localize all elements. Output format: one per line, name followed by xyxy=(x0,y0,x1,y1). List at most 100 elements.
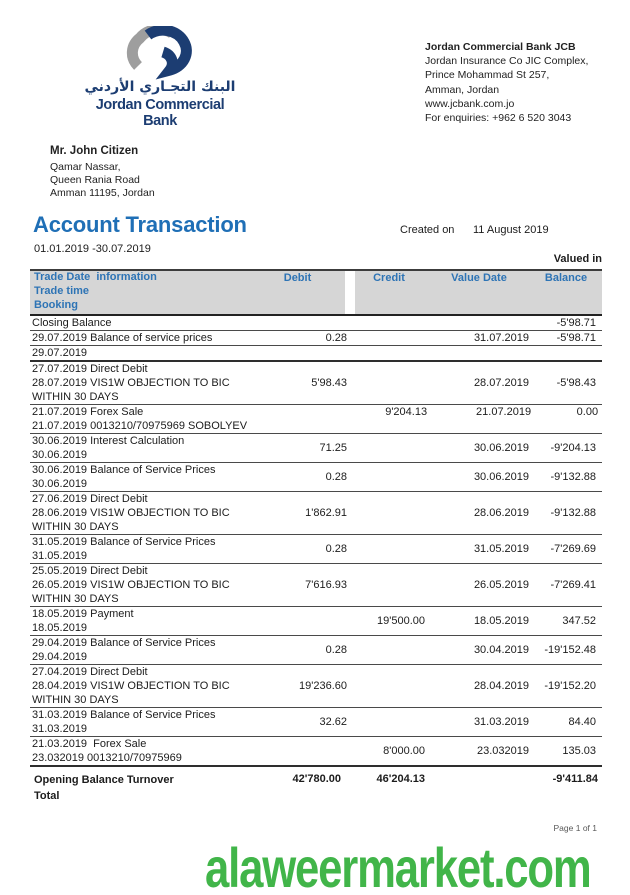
customer-address-line: Qamar Nassar, xyxy=(50,161,121,173)
transaction-value-date: 30.06.2019 xyxy=(473,471,529,483)
transaction-info: Closing Balance xyxy=(32,317,112,329)
header-background-left xyxy=(30,271,345,314)
transaction-debit: 71.25 xyxy=(319,442,347,454)
transaction-credit xyxy=(350,535,428,563)
bank-address-block: Jordan Commercial Bank JCB Jordan Insura… xyxy=(425,40,588,125)
transaction-debit: 0.28 xyxy=(325,332,347,344)
transaction-credit xyxy=(350,434,428,462)
transaction-credit xyxy=(350,362,428,404)
transaction-credit xyxy=(350,316,428,330)
transaction-value-date: 30.04.2019 xyxy=(473,644,529,656)
transaction-credit xyxy=(350,708,428,736)
column-header-value-date: Value Date xyxy=(451,272,507,284)
column-header-info: Trade Date information Trade time Bookin… xyxy=(34,271,157,311)
transaction-debit: 1'862.91 xyxy=(305,507,347,519)
statement-date-range: 01.01.2019 -30.07.2019 xyxy=(34,243,151,255)
totals-row: Opening Balance Turnover Total 42'780.00… xyxy=(30,773,602,804)
table-row: 21.07.2019 Forex Sale 21.07.2019 0013210/… xyxy=(30,405,602,434)
transaction-balance: -9'132.88 xyxy=(550,507,596,519)
transaction-debit xyxy=(245,737,350,765)
bank-address-line: Jordan Insurance Co JIC Complex, xyxy=(425,55,589,68)
transaction-info: 27.07.2019 Direct Debit 28.07.2019 VIS1W … xyxy=(32,363,230,403)
transaction-balance: -5'98.43 xyxy=(556,377,596,389)
totals-value-date xyxy=(428,773,530,804)
column-header-credit: Credit xyxy=(373,272,405,284)
table-header: Trade Date information Trade time Bookin… xyxy=(30,269,602,316)
transaction-value-date: 31.07.2019 xyxy=(473,332,529,344)
customer-address-line: Queen Rania Road xyxy=(50,174,140,186)
table-row: 27.04.2019 Direct Debit 28.04.2019 VIS1W … xyxy=(30,665,602,708)
table-row: Closing Balance -5'98.71 xyxy=(30,316,602,331)
transaction-debit: 7'616.93 xyxy=(305,579,347,591)
table-row: 27.07.2019 Direct Debit 28.07.2019 VIS1W … xyxy=(30,362,602,405)
bank-name: Jordan Commercial Bank JCB xyxy=(425,41,576,53)
transaction-balance: -7'269.41 xyxy=(550,579,596,591)
transaction-debit: 19'236.60 xyxy=(299,680,347,692)
table-row: 31.03.2019 Balance of Service Prices 31.0… xyxy=(30,708,602,737)
transaction-debit: 0.28 xyxy=(325,644,347,656)
transaction-info: 29.07.2019 xyxy=(32,347,88,359)
valued-in-label: Valued in xyxy=(553,253,602,265)
transaction-balance: 135.03 xyxy=(562,745,596,757)
totals-debit: 42'780.00 xyxy=(292,773,342,785)
column-header-debit: Debit xyxy=(283,272,312,284)
transaction-value-date: 23.032019 xyxy=(477,745,529,757)
transaction-debit: 0.28 xyxy=(325,543,347,555)
customer-address-line: Amman 11195, Jordan xyxy=(50,187,155,199)
transaction-info: 30.06.2019 Interest Calculation 30.06.201… xyxy=(32,435,185,461)
transaction-value-date: 28.04.2019 xyxy=(473,680,529,692)
transaction-credit xyxy=(350,331,428,345)
page-indicator: Page 1 of 1 xyxy=(553,823,597,833)
header-background-right xyxy=(355,271,602,314)
totals-credit: 46'204.13 xyxy=(376,773,426,785)
bank-logo-arabic-text: البنك التجـاري الأردني xyxy=(84,79,236,95)
table-row: 31.05.2019 Balance of Service Prices 31.0… xyxy=(30,535,602,564)
transactions-table: Trade Date information Trade time Bookin… xyxy=(30,269,602,804)
bank-website: www.jcbank.com.jo xyxy=(425,97,515,110)
transaction-credit xyxy=(350,564,428,606)
transaction-info: 21.03.2019 Forex Sale 23.032019 0013210/7… xyxy=(32,738,182,764)
watermark-text: alaweermarket.com xyxy=(205,836,592,895)
bank-address-line: Amman, Jordan xyxy=(425,83,500,96)
transaction-balance: 84.40 xyxy=(568,716,596,728)
transaction-info: 18.05.2019 Payment 18.05.2019 xyxy=(32,608,134,634)
transaction-balance: -5'98.71 xyxy=(556,332,596,344)
transaction-info: 27.04.2019 Direct Debit 28.04.2019 VIS1W … xyxy=(32,666,230,706)
transaction-balance: -19'152.48 xyxy=(544,644,596,656)
table-row: 29.04.2019 Balance of Service Prices 29.0… xyxy=(30,636,602,665)
table-row: 27.06.2019 Direct Debit 28.06.2019 VIS1W … xyxy=(30,492,602,535)
created-on-date: 11 August 2019 xyxy=(473,224,549,236)
bank-enquiries: For enquiries: +962 6 520 3043 xyxy=(425,112,572,125)
table-rows: Closing Balance -5'98.71 29.07.2019 Balanc… xyxy=(30,316,602,767)
page-title: Account Transaction xyxy=(33,212,247,237)
transaction-value-date: 28.06.2019 xyxy=(473,507,529,519)
transaction-value-date: 26.05.2019 xyxy=(473,579,529,591)
transaction-info: 27.06.2019 Direct Debit 28.06.2019 VIS1W … xyxy=(32,493,230,533)
transaction-debit xyxy=(245,316,350,330)
table-row: 21.03.2019 Forex Sale 23.032019 0013210/7… xyxy=(30,737,602,767)
bank-address-line: Prince Mohammad St 257, xyxy=(425,69,550,82)
transaction-balance: 347.52 xyxy=(562,615,596,627)
transaction-credit: 8'000.00 xyxy=(383,745,425,757)
transaction-debit: 32.62 xyxy=(319,716,347,728)
transaction-value-date: 18.05.2019 xyxy=(473,615,529,627)
transaction-credit xyxy=(350,492,428,534)
transaction-credit xyxy=(350,346,428,360)
totals-balance: -9'411.84 xyxy=(552,773,598,785)
transaction-balance: -9'132.88 xyxy=(550,471,596,483)
transaction-debit: 0.28 xyxy=(325,471,347,483)
table-row: 30.06.2019 Interest Calculation 30.06.201… xyxy=(30,434,602,463)
transaction-info: 21.07.2019 Forex Sale 21.07.2019 0013210/… xyxy=(32,406,248,432)
transaction-value-date xyxy=(428,316,530,330)
customer-address-block: Mr. John Citizen Qamar Nassar, Queen Ran… xyxy=(50,145,155,200)
column-header-balance: Balance xyxy=(544,272,588,284)
transaction-info: 25.05.2019 Direct Debit 26.05.2019 VIS1W … xyxy=(32,565,230,605)
transaction-value-date: 21.07.2019 xyxy=(476,406,532,418)
transaction-balance: -9'204.13 xyxy=(550,442,596,454)
transaction-debit: 5'98.43 xyxy=(311,377,347,389)
transaction-balance: 0.00 xyxy=(576,406,599,418)
transaction-credit: 9'204.13 xyxy=(385,406,428,418)
transaction-credit xyxy=(350,665,428,707)
transaction-balance: -7'269.69 xyxy=(550,543,596,555)
transaction-credit xyxy=(350,636,428,664)
